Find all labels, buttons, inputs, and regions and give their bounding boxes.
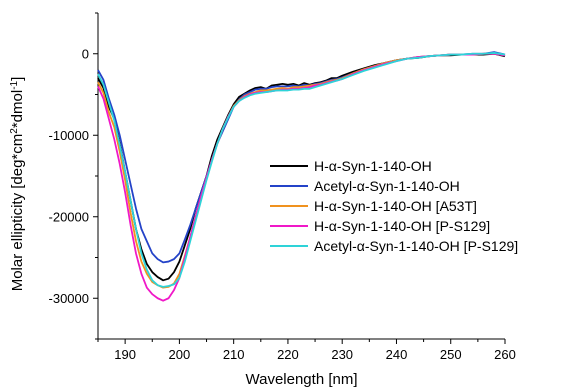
y-tick-label: -20000	[49, 209, 89, 224]
y-axis-title-end: ]	[9, 77, 26, 81]
x-tick-label: 220	[277, 347, 299, 362]
x-tick-label: 250	[440, 347, 462, 362]
legend-label: H-α-Syn-1-140-OH [A53T]	[314, 198, 477, 214]
y-axis-title: Molar ellipticity [deg*cm2*dmol-1]	[9, 77, 26, 292]
x-tick-label: 190	[114, 347, 136, 362]
y-tick-label: 0	[82, 46, 89, 61]
x-tick-label: 200	[169, 347, 191, 362]
legend-label: Acetyl-α-Syn-1-140-OH	[314, 178, 460, 194]
x-tick-label: 240	[386, 347, 408, 362]
legend: H-α-Syn-1-140-OH Acetyl-α-Syn-1-140-OH H-α…	[270, 158, 518, 254]
y-axis-title-mid: *dmol	[9, 90, 26, 128]
legend-label: Acetyl-α-Syn-1-140-OH [P-S129]	[314, 238, 518, 254]
y-tick-label: -30000	[49, 291, 89, 306]
y-tick-label: -10000	[49, 128, 89, 143]
y-axis-ticks: 0 -10000 -20000 -30000	[49, 12, 98, 340]
y-axis-title-sup2: -1	[9, 80, 20, 89]
legend-label: H-α-Syn-1-140-OH [P-S129]	[314, 218, 490, 234]
y-axis-title-main: Molar ellipticity [deg*cm	[9, 134, 26, 292]
y-axis-title-sup1: 2	[9, 128, 20, 134]
x-tick-label: 260	[494, 347, 516, 362]
plot-area	[97, 51, 506, 302]
x-tick-label: 210	[223, 347, 245, 362]
x-axis-ticks: 190 200 210 220 230 240 250 260	[97, 339, 516, 362]
x-tick-label: 230	[331, 347, 353, 362]
series-line-5	[97, 52, 506, 288]
x-axis-title: Wavelength [nm]	[246, 371, 358, 388]
axes	[97, 13, 505, 340]
legend-label: H-α-Syn-1-140-OH	[314, 158, 432, 174]
